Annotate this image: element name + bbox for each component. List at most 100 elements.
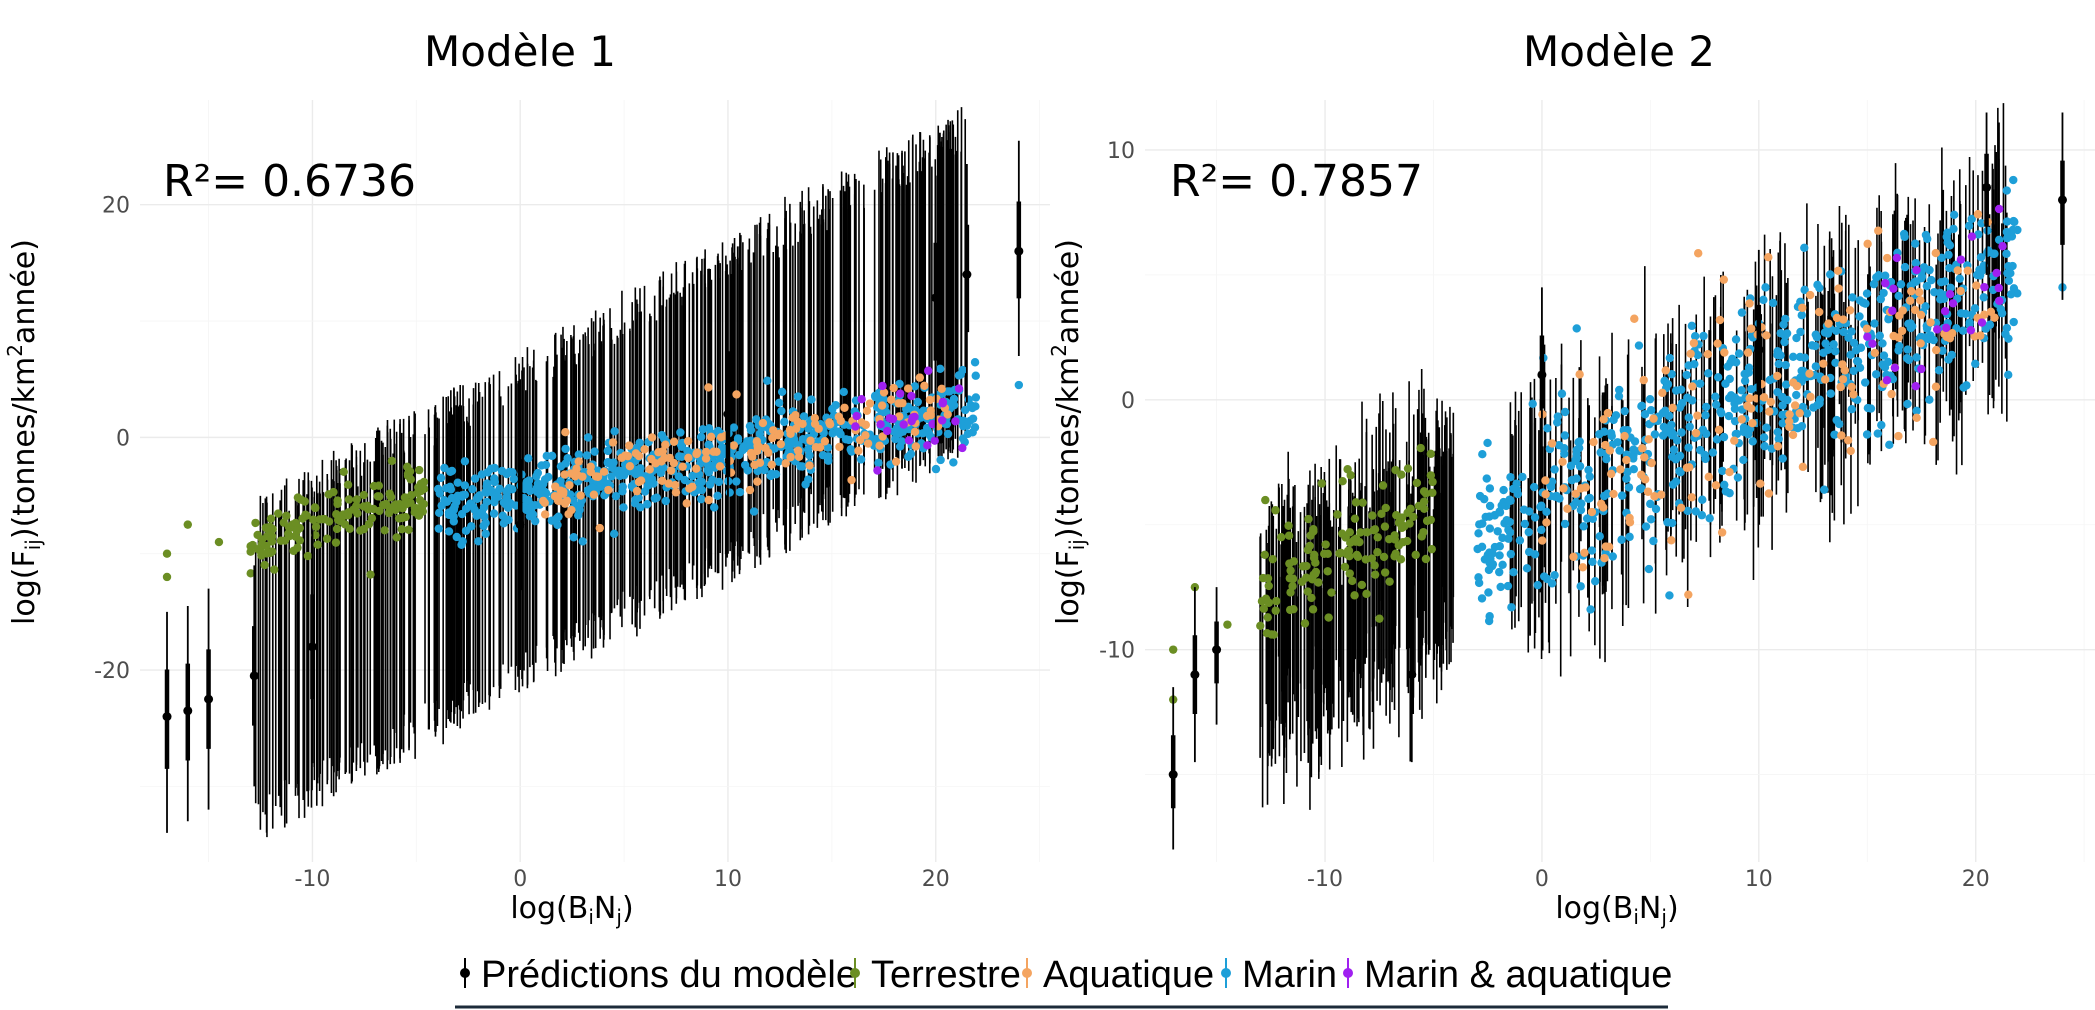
observed-point <box>926 406 936 415</box>
observed-point <box>1530 513 1540 522</box>
observed-point <box>1931 345 1941 355</box>
observed-point <box>962 421 972 430</box>
observed-point <box>1577 499 1586 508</box>
observed-point <box>1676 503 1686 513</box>
observed-point <box>1477 594 1487 603</box>
observed-point <box>617 453 626 463</box>
observed-point <box>1830 430 1839 439</box>
observed-point <box>930 436 939 445</box>
observed-point <box>1798 462 1808 472</box>
observed-point <box>1811 330 1820 339</box>
observed-point <box>725 488 734 497</box>
observed-point <box>1607 469 1616 479</box>
observed-points <box>162 358 1024 582</box>
observed-point <box>1815 399 1824 408</box>
observed-point <box>1720 348 1729 357</box>
observed-point <box>1397 470 1406 479</box>
observed-point <box>936 455 945 465</box>
prediction-points <box>1168 112 2067 850</box>
observed-point <box>566 469 576 478</box>
observed-point <box>794 452 804 461</box>
observed-point <box>1675 467 1684 476</box>
observed-point <box>1348 576 1357 586</box>
observed-point <box>666 466 676 475</box>
prediction-point <box>931 293 941 303</box>
observed-point <box>373 492 383 501</box>
observed-point <box>785 446 794 455</box>
observed-point <box>895 412 904 421</box>
observed-point <box>1701 454 1710 464</box>
observed-point <box>1286 566 1295 575</box>
observed-point <box>322 534 332 543</box>
observed-point <box>1608 552 1617 561</box>
x-tick-label: 20 <box>922 867 950 892</box>
observed-point <box>1884 315 1893 324</box>
observed-point <box>261 523 271 532</box>
observed-point <box>1723 362 1732 371</box>
observed-point <box>1495 567 1504 577</box>
observed-point <box>758 418 768 428</box>
observed-point <box>1911 258 1921 268</box>
observed-point <box>1797 421 1807 431</box>
observed-point <box>1309 527 1318 536</box>
observed-point <box>847 475 856 485</box>
observed-point <box>1304 514 1313 524</box>
observed-point <box>1509 567 1518 577</box>
observed-point <box>781 459 790 468</box>
observed-point <box>777 387 787 397</box>
observed-point <box>1956 286 1965 296</box>
observed-point <box>1261 495 1270 505</box>
observed-point <box>1505 495 1514 504</box>
observed-point <box>1800 285 1809 295</box>
observed-point <box>640 487 650 496</box>
observed-point <box>384 508 394 518</box>
observed-point <box>1926 318 1935 327</box>
observed-point <box>1774 359 1784 369</box>
observed-point <box>1484 565 1494 575</box>
observed-point <box>434 484 443 494</box>
observed-point <box>257 551 266 560</box>
observed-point <box>1307 593 1316 603</box>
observed-point <box>1894 346 1903 355</box>
observed-point <box>2002 217 2012 226</box>
observed-point <box>1833 266 1843 276</box>
observed-point <box>566 490 575 499</box>
observed-point <box>490 474 499 483</box>
observed-point <box>1480 494 1489 504</box>
observed-point <box>359 524 369 534</box>
observed-point <box>1914 288 1924 297</box>
observed-point <box>1902 354 1912 363</box>
observed-point <box>1683 393 1692 402</box>
observed-point <box>369 481 379 491</box>
observed-point <box>253 530 262 540</box>
observed-point <box>560 470 569 479</box>
observed-point <box>1343 465 1352 474</box>
observed-point <box>1704 472 1713 482</box>
observed-point <box>1746 404 1756 413</box>
observed-point <box>874 458 883 468</box>
observed-point <box>1490 511 1499 520</box>
observed-point <box>1713 373 1723 382</box>
observed-point <box>1358 498 1367 507</box>
observed-point <box>1748 437 1757 446</box>
observed-point <box>684 453 693 463</box>
observed-point <box>806 436 815 445</box>
observed-point <box>658 476 667 485</box>
observed-point <box>1971 359 1980 368</box>
observed-point <box>863 439 873 448</box>
observed-point <box>788 413 797 422</box>
observed-point <box>828 404 837 414</box>
observed-point <box>574 457 583 466</box>
observed-point <box>1495 551 1504 560</box>
observed-point <box>1900 262 1910 272</box>
observed-point <box>1740 376 1750 385</box>
observed-point <box>1391 465 1400 475</box>
observed-point <box>1718 466 1727 476</box>
prediction-point <box>1982 182 1992 192</box>
observed-point <box>1367 554 1377 563</box>
observed-point <box>1814 307 1824 317</box>
observed-point <box>1547 477 1557 486</box>
observed-point <box>1595 532 1604 541</box>
observed-point <box>2009 175 2018 185</box>
observed-point <box>1485 524 1495 533</box>
